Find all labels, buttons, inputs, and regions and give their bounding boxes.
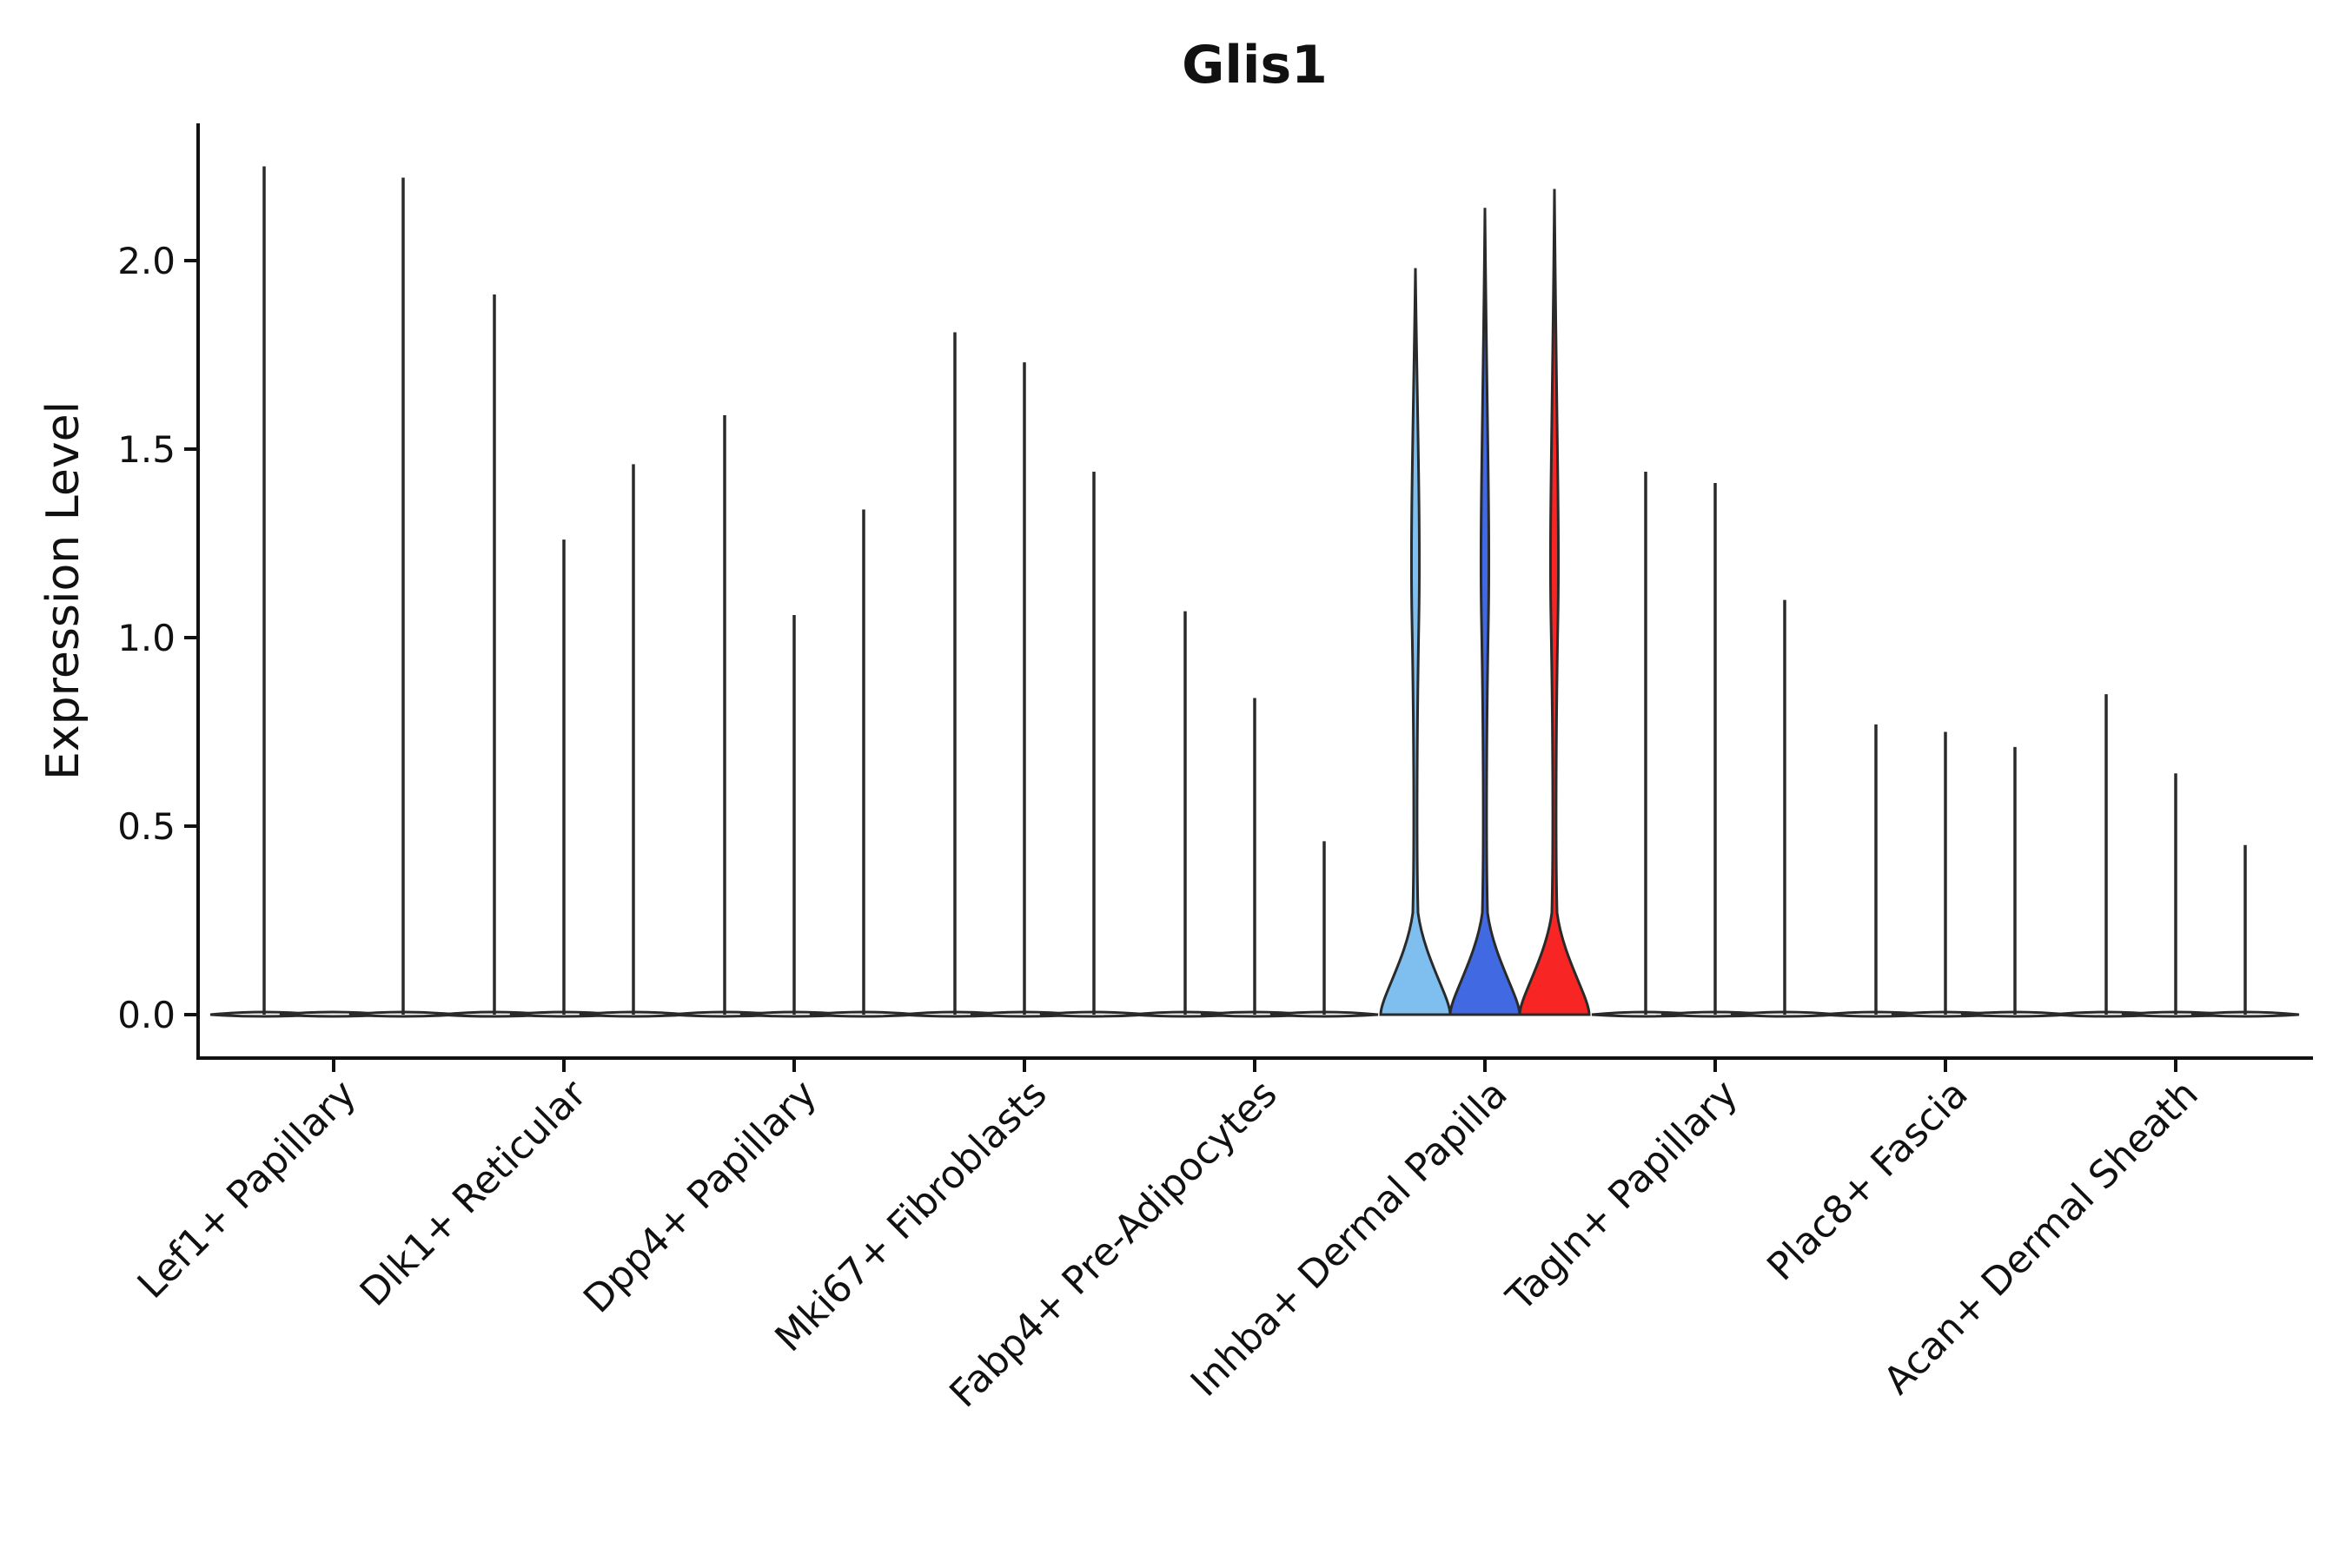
y-tick-label: 2.0 xyxy=(117,240,176,282)
violin-shape xyxy=(1448,208,1521,1016)
y-tick-label: 1.0 xyxy=(117,617,176,659)
x-tick-label: Tagln+ Papillary xyxy=(1498,1072,1746,1320)
violin-shape xyxy=(1518,189,1591,1016)
x-tick-label: Dlk1+ Reticular xyxy=(352,1071,596,1315)
chart-title: Glis1 xyxy=(1182,35,1328,96)
violin-group xyxy=(900,332,1149,1018)
violin-group xyxy=(1379,189,1591,1016)
violin-group xyxy=(440,294,688,1018)
x-tick-label: Dpp4+ Papillary xyxy=(575,1072,825,1322)
x-tick-label: Plac8+ Fascia xyxy=(1759,1072,1977,1290)
y-tick-label: 0.5 xyxy=(117,805,176,848)
y-axis-label: Expression Level xyxy=(37,401,89,780)
violin-group xyxy=(1591,472,1839,1018)
x-tick-label: Lef1+ Papillary xyxy=(129,1072,365,1307)
violin-shape xyxy=(1379,268,1452,1016)
y-tick-label: 1.5 xyxy=(117,428,176,471)
violin-group xyxy=(670,414,918,1018)
violin-group xyxy=(1130,611,1379,1018)
violin-group xyxy=(209,166,458,1018)
y-tick-label: 0.0 xyxy=(117,994,176,1036)
violin-group xyxy=(2051,694,2300,1018)
violin-group xyxy=(1821,724,2070,1018)
